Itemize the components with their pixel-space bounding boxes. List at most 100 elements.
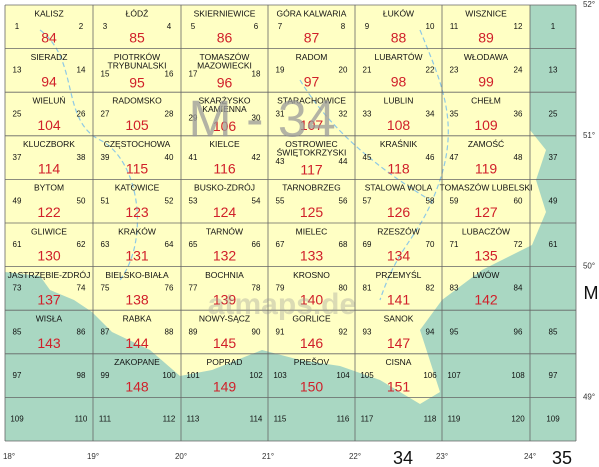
sheet-name: KIELCE (209, 139, 240, 149)
sub-sheet-number: 66 (252, 240, 261, 249)
sub-sheet-number: 98 (77, 371, 86, 380)
sub-sheet-number: 104 (336, 371, 350, 380)
sheet-number: 85 (129, 30, 145, 46)
sheet-name: JASTRZĘBIE-ZDRÓJ (8, 270, 91, 280)
sub-sheet-number: 48 (514, 153, 523, 162)
sheet-name: TARNÓW (206, 226, 243, 236)
side-sheet-number: 97 (549, 371, 558, 380)
sub-sheet-number: 37 (13, 153, 22, 162)
sub-sheet-number: 115 (274, 415, 287, 424)
sheet-number: 130 (37, 248, 61, 264)
sub-sheet-number: 32 (339, 109, 348, 118)
sub-sheet-number: 11 (450, 22, 459, 31)
sheet-name: MIELEC (296, 226, 328, 236)
sub-sheet-number: 74 (77, 284, 86, 293)
sub-sheet-number: 4 (167, 22, 172, 31)
sub-sheet-number: 13 (13, 66, 22, 75)
sub-sheet-number: 86 (77, 327, 86, 336)
sub-sheet-number: 65 (189, 240, 198, 249)
sub-sheet-number: 73 (13, 284, 22, 293)
sheet-name: ZAKOPANE (114, 357, 160, 367)
longitude-label: 18° (3, 452, 15, 461)
sub-sheet-number: 89 (189, 327, 198, 336)
sheet-name: ŁÓDŹ (126, 8, 149, 18)
sheet-number: 86 (217, 30, 233, 46)
sheet-number: 133 (300, 248, 324, 264)
sheet-number: 116 (213, 161, 236, 177)
sub-sheet-number: 8 (341, 22, 346, 31)
sub-sheet-number: 71 (450, 240, 459, 249)
sub-sheet-number: 100 (162, 371, 176, 380)
sub-sheet-number: 61 (13, 240, 22, 249)
sheet-name: SKARŻYSKO (199, 95, 251, 105)
sheet-number: 87 (304, 30, 320, 46)
sheet-number: 146 (300, 335, 324, 351)
sub-sheet-number: 5 (191, 22, 196, 31)
sub-sheet-number: 102 (249, 371, 263, 380)
sheet-number: 132 (213, 248, 237, 264)
longitude-label: 20° (175, 452, 187, 461)
sheet-name: GLIWICE (31, 226, 67, 236)
sub-sheet-number: 57 (363, 197, 372, 206)
side-sheet-number: 1 (551, 22, 556, 31)
sub-sheet-number: 24 (514, 66, 523, 75)
sub-sheet-number: 119 (448, 415, 461, 424)
sub-sheet-number: 103 (273, 371, 287, 380)
sub-sheet-number: 79 (276, 284, 285, 293)
sheet-name: POPRAD (207, 357, 243, 367)
sub-sheet-number: 75 (101, 284, 110, 293)
latitude-label: 51° (583, 131, 595, 140)
sheet-name: GORLICE (292, 313, 331, 323)
sub-sheet-number: 99 (101, 371, 110, 380)
sub-sheet-number: 72 (514, 240, 523, 249)
sheet-number: 126 (387, 204, 411, 220)
sheet-number: 97 (304, 73, 320, 89)
sub-sheet-number: 30 (252, 113, 261, 122)
sheet-number: 96 (217, 74, 233, 90)
latitude-label: 50° (583, 262, 595, 271)
sheet-number: 107 (300, 117, 324, 133)
sheet-name: ŚWIĘTOKRZYSKI (277, 147, 347, 158)
sheet-number: 145 (213, 335, 237, 351)
sub-sheet-number: 40 (165, 153, 174, 162)
sub-sheet-number: 42 (252, 153, 261, 162)
sub-sheet-number: 25 (13, 109, 22, 118)
sheet-name: KALISZ (34, 8, 63, 18)
sub-sheet-number: 35 (450, 109, 459, 118)
sheet-number: 105 (125, 117, 149, 133)
sheet-name: RADOM (296, 52, 328, 62)
sub-sheet-number: 36 (514, 109, 523, 118)
sheet-name: KATOWICE (115, 183, 160, 193)
row-label: M (584, 283, 599, 303)
sheet-name: SIERADZ (31, 52, 68, 62)
sub-sheet-number: 87 (101, 327, 110, 336)
sheet-number: 98 (391, 73, 407, 89)
latitude-label: 52° (583, 0, 595, 9)
side-sheet-number: 85 (549, 327, 558, 336)
sheet-name: LUBLIN (384, 95, 414, 105)
sheet-number: 94 (41, 73, 57, 89)
sheet-name: RABKA (123, 313, 152, 323)
sub-sheet-number: 108 (511, 371, 525, 380)
longitude-label: 19° (87, 452, 99, 461)
sheet-number: 131 (125, 248, 149, 264)
sub-sheet-number: 111 (99, 415, 112, 424)
sub-sheet-number: 29 (189, 113, 198, 122)
sub-sheet-number: 107 (447, 371, 461, 380)
longitude-label: 23° (436, 452, 448, 461)
sub-sheet-number: 69 (363, 240, 372, 249)
sheet-number: 119 (475, 161, 498, 177)
sheet-name: KRAKÓW (118, 226, 156, 236)
sheet-name: RADOMSKO (112, 95, 162, 105)
sub-sheet-number: 23 (450, 66, 459, 75)
poland-area (5, 5, 546, 404)
river (39, 29, 449, 301)
sheet-name: BUSKO-ZDRÓJ (194, 183, 255, 193)
sheet-number: 84 (41, 30, 57, 46)
sub-sheet-number: 6 (254, 22, 259, 31)
sub-sheet-number: 19 (276, 66, 285, 75)
latitude-label: 49° (583, 393, 595, 402)
sheet-name: RZESZÓW (377, 226, 420, 236)
sub-sheet-number: 39 (101, 153, 110, 162)
sub-sheet-number: 113 (187, 415, 200, 424)
